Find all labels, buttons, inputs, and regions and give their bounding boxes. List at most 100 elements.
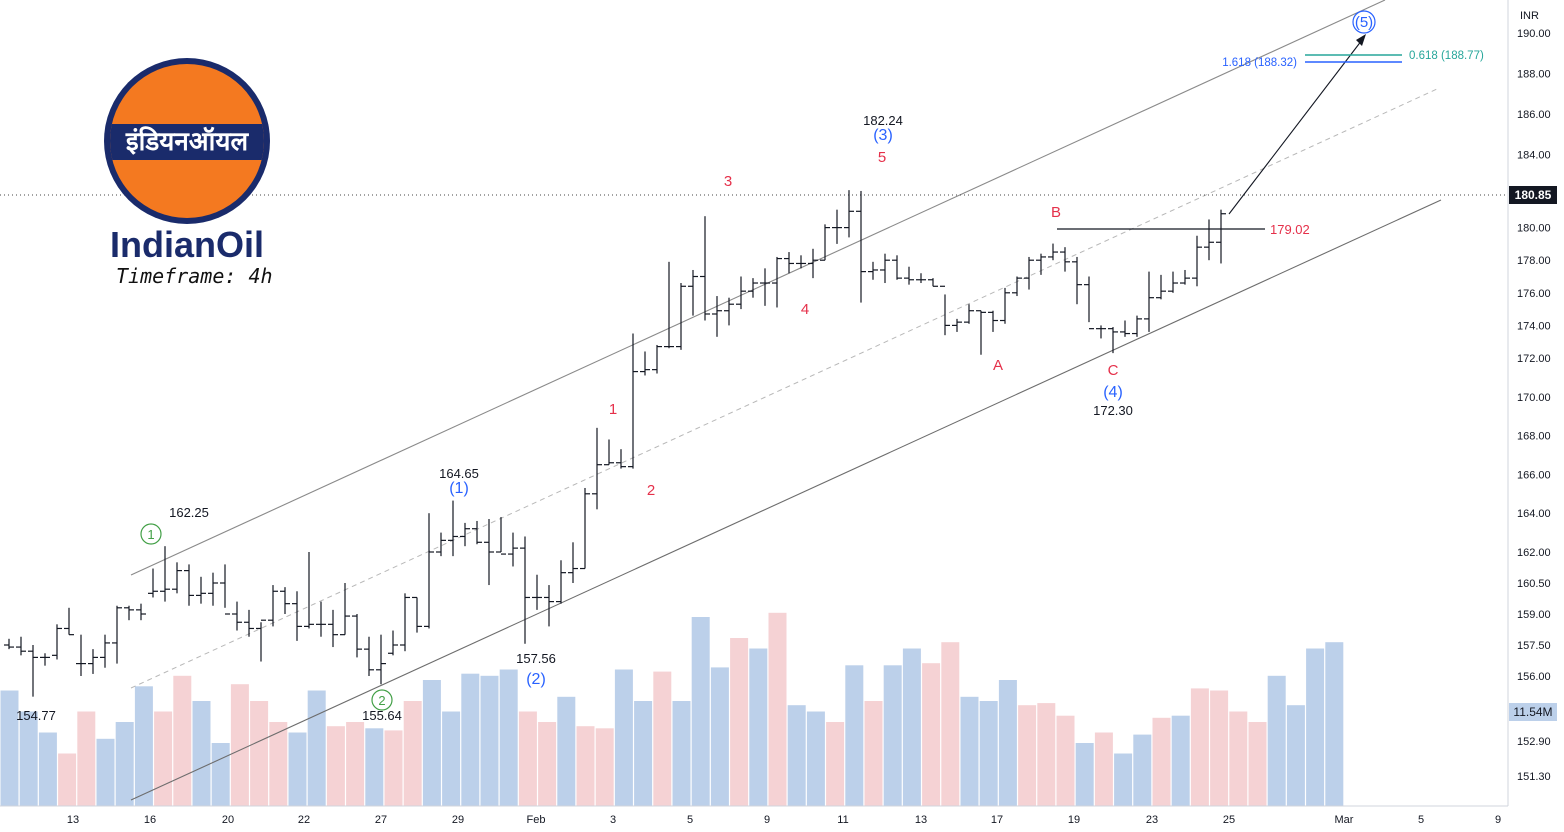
logo-hindi-text: इंडियनऑयल	[110, 124, 264, 160]
ohlc-bar	[784, 252, 794, 274]
volume-bar	[902, 648, 921, 806]
ohlc-bar	[832, 209, 842, 244]
price-axis[interactable]: INR 190.00188.00186.00184.00182.00180.00…	[1507, 0, 1564, 832]
brand-name: IndianOil	[110, 224, 265, 265]
time-axis[interactable]: 13 16 20 22 27 29 Feb 3 5 9 11 13 17 19 23 25 Mar 5 9	[0, 805, 1508, 826]
ohlc-bar	[676, 283, 686, 350]
price-label-154-77: 154.77	[16, 708, 56, 723]
price-tick-label: 180.00	[1517, 223, 1551, 235]
volume-bar	[768, 612, 787, 806]
time-tick-label: 27	[375, 814, 387, 826]
volume-bar	[1267, 675, 1286, 806]
currency-label: INR	[1520, 10, 1539, 22]
volume-bar	[480, 675, 499, 806]
volume-bar	[269, 722, 288, 806]
volume-bar	[154, 711, 173, 806]
ohlc-bar	[364, 636, 374, 676]
time-tick-label: 9	[1495, 814, 1501, 826]
volume-bar	[134, 686, 153, 806]
ohlc-bar	[796, 255, 806, 269]
volume-tag-bg	[1509, 703, 1557, 721]
volume-bar	[518, 711, 537, 806]
ohlc-bar	[280, 587, 290, 614]
price-tick-label: 160.50	[1517, 578, 1551, 590]
ohlc-bar	[628, 333, 638, 469]
fib-1618-label: 1.618 (188.32)	[1222, 57, 1297, 69]
time-tick-label: 16	[144, 814, 156, 826]
ohlc-bar	[916, 273, 926, 284]
volume-bar	[979, 701, 998, 806]
volume-bar	[77, 711, 96, 806]
ohlc-bar	[1120, 320, 1130, 337]
volume-bar	[422, 680, 441, 806]
time-tick-label: 23	[1146, 814, 1158, 826]
ohlc-bar	[148, 568, 158, 598]
time-tick-label: 9	[764, 814, 770, 826]
ohlc-bar	[436, 532, 446, 557]
price-tick-label: 184.00	[1517, 150, 1551, 162]
volume-bar	[960, 696, 979, 806]
price-label-155-64: 155.64	[362, 708, 402, 723]
volume-bar	[710, 667, 729, 806]
wave-C-label: C	[1108, 362, 1119, 379]
time-tick-label: 25	[1223, 814, 1235, 826]
price-tick-label: 174.00	[1517, 320, 1551, 332]
volume-tag: 11.54M	[1513, 705, 1552, 719]
ohlc-bar	[748, 278, 758, 298]
volume-bar	[1114, 753, 1133, 806]
ohlc-bar	[556, 560, 566, 604]
volume-bar	[672, 701, 691, 806]
volume-bar	[1306, 648, 1325, 806]
price-tick-label: 176.00	[1517, 288, 1551, 300]
time-tick-label: 5	[1418, 814, 1424, 826]
volume-bar	[1248, 722, 1267, 806]
ohlc-bar	[112, 605, 122, 664]
ohlc-bar	[1180, 269, 1190, 285]
ohlc-bar	[808, 248, 818, 279]
ohlc-bar	[952, 318, 962, 332]
price-tick-label: 172.00	[1517, 353, 1551, 365]
wave-p5-ring	[1352, 10, 1376, 34]
volume-bar	[576, 726, 595, 806]
price-tick-label: 162.00	[1517, 547, 1551, 559]
price-label-157-56: 157.56	[516, 651, 556, 666]
ohlc-bar	[400, 593, 410, 652]
ohlc-bar	[1000, 287, 1010, 324]
ohlc-bar	[760, 268, 770, 306]
ohlc-bar	[616, 449, 626, 469]
ohlc-bar	[688, 269, 698, 316]
volume-bar	[461, 673, 480, 806]
volume-bar	[0, 690, 19, 806]
volume-bars	[0, 612, 1344, 806]
ohlc-bar	[1216, 209, 1226, 264]
ohlc-bar	[100, 634, 110, 668]
time-tick-label: 13	[67, 814, 79, 826]
price-axis-bg	[1508, 0, 1564, 832]
channel-mid-line	[130, 88, 1438, 689]
wave-2-label: 2	[647, 482, 655, 499]
wave-1-label: 1	[609, 401, 617, 418]
logo-orange-disc: इंडियनऑयल	[110, 64, 264, 218]
volume-bar	[365, 728, 384, 806]
ohlc-bar	[736, 276, 746, 310]
ohlc-bar	[712, 296, 722, 337]
last-price-tag-bg	[1509, 186, 1557, 204]
volume-bar	[691, 617, 710, 806]
ohlc-bar	[376, 634, 386, 685]
ohlc-bar	[652, 344, 662, 374]
ohlc-bar	[460, 522, 470, 547]
volume-bar	[288, 732, 307, 806]
ohlc-bar	[664, 261, 674, 349]
ohlc-bar	[1096, 325, 1106, 339]
volume-bar	[1229, 711, 1248, 806]
volume-bar	[1056, 715, 1075, 806]
volume-bar	[787, 705, 806, 806]
ohlc-bar	[64, 607, 74, 636]
time-axis-ticks: 13 16 20 22 27 29 Feb 3 5 9 11 13 17 19 23 25 Mar 5 9	[67, 814, 1501, 826]
volume-bar	[442, 711, 461, 806]
ohlc-bar	[928, 278, 938, 287]
wave-5-label: 5	[878, 149, 886, 166]
time-tick-label: 11	[837, 814, 848, 826]
ohlc-bar	[1144, 271, 1154, 332]
